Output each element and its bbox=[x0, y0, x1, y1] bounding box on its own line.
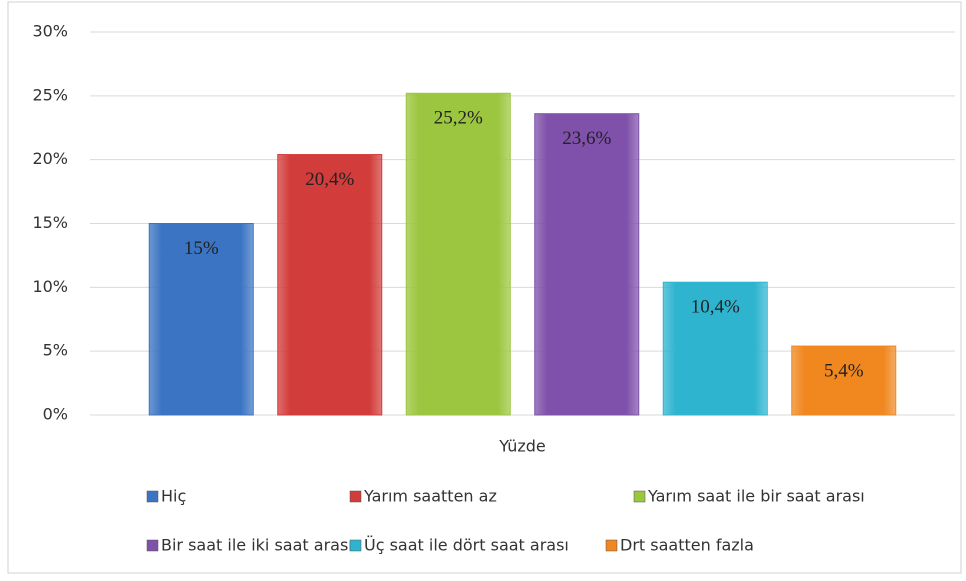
bar bbox=[148, 223, 254, 416]
legend-swatch bbox=[349, 490, 362, 503]
legend-swatch bbox=[605, 539, 618, 552]
y-tick-label: 20% bbox=[32, 149, 68, 168]
legend-label: Yarım saat ile bir saat arası bbox=[647, 487, 865, 506]
bar bbox=[791, 345, 897, 416]
legend-swatch bbox=[633, 490, 646, 503]
legend-label: Hiç bbox=[161, 487, 186, 506]
value-label: 10,4% bbox=[691, 297, 740, 318]
value-label: 23,6% bbox=[562, 128, 611, 149]
bar bbox=[277, 154, 383, 416]
bar bbox=[662, 281, 768, 416]
legend-label: Drt saatten fazla bbox=[620, 536, 754, 555]
legend-label: Bir saat ile iki saat arası bbox=[161, 536, 353, 555]
bar bbox=[534, 113, 640, 416]
y-tick-label: 0% bbox=[43, 405, 68, 424]
value-label: 25,2% bbox=[434, 108, 483, 129]
x-tick-label: Yüzde bbox=[498, 437, 545, 456]
y-tick-label: 10% bbox=[32, 277, 68, 296]
y-tick-label: 30% bbox=[32, 22, 68, 41]
y-tick-label: 25% bbox=[32, 85, 68, 104]
value-label: 15% bbox=[184, 238, 219, 259]
y-tick-label: 15% bbox=[32, 213, 68, 232]
y-tick-label: 5% bbox=[43, 341, 68, 360]
bar bbox=[405, 92, 511, 416]
legend-label: Yarım saatten az bbox=[363, 487, 497, 506]
legend-swatch bbox=[349, 539, 362, 552]
legend-label: Üç saat ile dört saat arası bbox=[364, 536, 569, 555]
legend-swatch bbox=[146, 490, 159, 503]
legend-swatch bbox=[146, 539, 159, 552]
value-label: 5,4% bbox=[824, 360, 864, 381]
value-label: 20,4% bbox=[305, 169, 354, 190]
